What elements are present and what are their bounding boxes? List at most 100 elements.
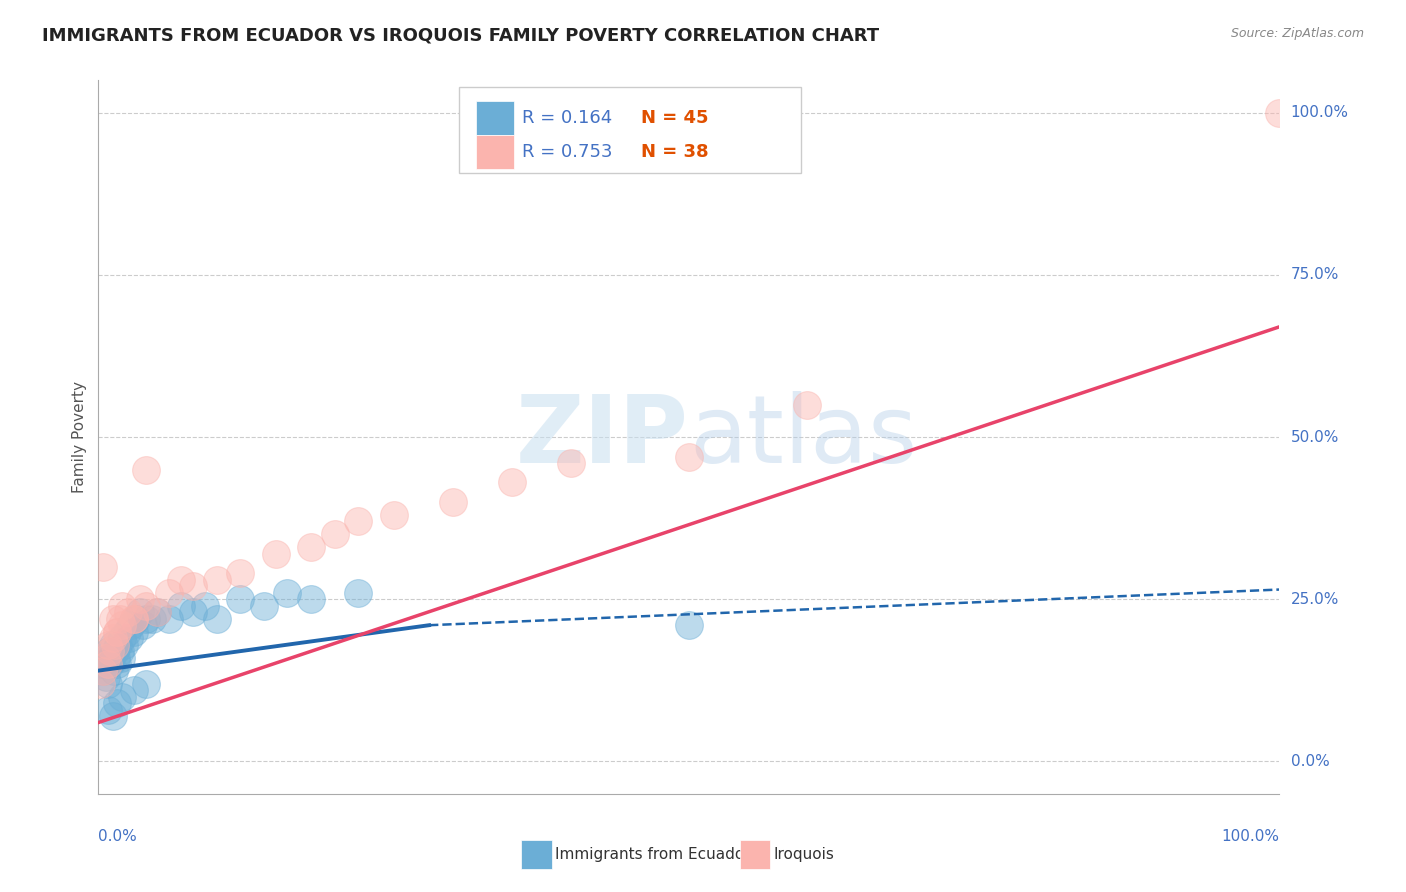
- Point: [101, 638, 124, 652]
- Point: [91, 559, 114, 574]
- Point: [97, 657, 120, 672]
- Y-axis label: Family Poverty: Family Poverty: [72, 381, 87, 493]
- Point: [105, 650, 128, 665]
- Point: [501, 475, 523, 490]
- Text: 50.0%: 50.0%: [1291, 430, 1339, 444]
- Point: [104, 644, 127, 658]
- Point: [205, 573, 228, 587]
- Point: [111, 631, 134, 645]
- Point: [253, 599, 276, 613]
- Point: [181, 579, 204, 593]
- Point: [157, 586, 180, 600]
- Point: [194, 599, 217, 613]
- Point: [118, 631, 141, 645]
- Text: 25.0%: 25.0%: [1291, 591, 1339, 607]
- Point: [91, 664, 114, 678]
- Point: [229, 566, 252, 581]
- Point: [132, 618, 155, 632]
- Point: [347, 586, 370, 600]
- Point: [105, 624, 128, 639]
- Point: [141, 612, 163, 626]
- Point: [105, 696, 128, 710]
- Text: N = 38: N = 38: [641, 143, 709, 161]
- Point: [135, 599, 157, 613]
- Point: [323, 527, 346, 541]
- Text: atlas: atlas: [689, 391, 917, 483]
- Point: [135, 462, 157, 476]
- Point: [678, 450, 700, 464]
- Point: [104, 638, 127, 652]
- Point: [170, 599, 193, 613]
- Point: [101, 709, 124, 723]
- Text: ZIP: ZIP: [516, 391, 689, 483]
- FancyBboxPatch shape: [458, 87, 801, 173]
- Point: [91, 664, 114, 678]
- Point: [121, 618, 143, 632]
- Point: [796, 398, 818, 412]
- Point: [115, 624, 138, 639]
- Text: IMMIGRANTS FROM ECUADOR VS IROQUOIS FAMILY POVERTY CORRELATION CHART: IMMIGRANTS FROM ECUADOR VS IROQUOIS FAMI…: [42, 27, 879, 45]
- Text: N = 45: N = 45: [641, 109, 709, 127]
- Point: [146, 605, 169, 619]
- Point: [105, 657, 128, 672]
- Point: [299, 541, 322, 555]
- Point: [560, 456, 582, 470]
- Point: [128, 605, 150, 619]
- Point: [157, 612, 180, 626]
- Point: [122, 612, 145, 626]
- Text: Iroquois: Iroquois: [773, 847, 835, 862]
- Text: 100.0%: 100.0%: [1291, 105, 1348, 120]
- Point: [125, 612, 148, 626]
- Point: [94, 650, 117, 665]
- Point: [110, 650, 132, 665]
- Point: [97, 638, 120, 652]
- Point: [97, 676, 120, 690]
- Point: [205, 612, 228, 626]
- Text: 0.0%: 0.0%: [98, 829, 138, 844]
- Point: [135, 676, 157, 690]
- FancyBboxPatch shape: [740, 840, 770, 869]
- Point: [111, 599, 134, 613]
- Point: [128, 592, 150, 607]
- Point: [181, 605, 204, 619]
- Point: [441, 495, 464, 509]
- Point: [107, 638, 129, 652]
- Point: [100, 650, 122, 665]
- Point: [678, 618, 700, 632]
- Point: [117, 605, 139, 619]
- Point: [90, 676, 112, 690]
- Point: [94, 670, 117, 684]
- Point: [347, 515, 370, 529]
- Point: [108, 612, 131, 626]
- FancyBboxPatch shape: [477, 101, 515, 136]
- Point: [112, 638, 135, 652]
- Point: [101, 612, 124, 626]
- Point: [105, 624, 128, 639]
- Text: Immigrants from Ecuador: Immigrants from Ecuador: [555, 847, 751, 862]
- Point: [101, 631, 124, 645]
- Point: [90, 657, 112, 672]
- Text: R = 0.164: R = 0.164: [523, 109, 613, 127]
- Point: [135, 612, 157, 626]
- Text: Source: ZipAtlas.com: Source: ZipAtlas.com: [1230, 27, 1364, 40]
- Text: 75.0%: 75.0%: [1291, 268, 1339, 283]
- Point: [299, 592, 322, 607]
- Point: [276, 586, 298, 600]
- Text: 0.0%: 0.0%: [1291, 754, 1329, 769]
- Point: [98, 657, 121, 672]
- Point: [122, 683, 145, 698]
- Point: [229, 592, 252, 607]
- Point: [98, 644, 121, 658]
- FancyBboxPatch shape: [477, 135, 515, 169]
- Point: [264, 547, 287, 561]
- Point: [122, 612, 145, 626]
- Text: 100.0%: 100.0%: [1222, 829, 1279, 844]
- Text: R = 0.753: R = 0.753: [523, 143, 613, 161]
- Point: [1268, 105, 1291, 120]
- Point: [382, 508, 405, 522]
- Point: [97, 702, 120, 716]
- Point: [96, 650, 118, 665]
- Point: [108, 644, 131, 658]
- Point: [111, 690, 134, 704]
- Point: [111, 618, 134, 632]
